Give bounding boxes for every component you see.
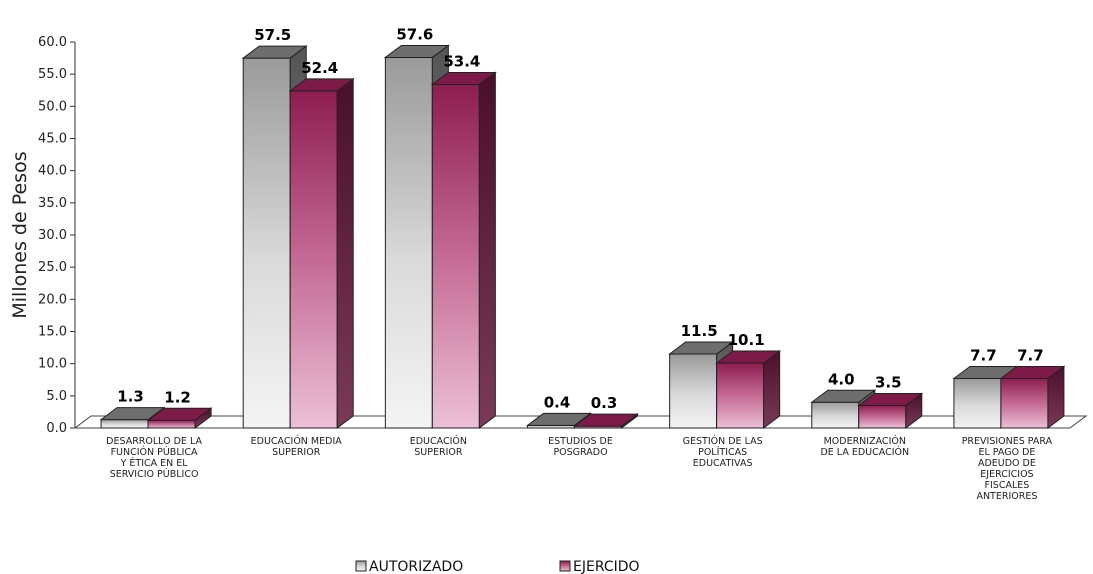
x-category-label-line: MODERNIZACIÓN — [824, 435, 906, 447]
bar-top — [241, 45, 308, 59]
x-category-label-line: GESTIÓN DE LAS — [683, 435, 763, 447]
y-tick-label: 30.0 — [38, 228, 67, 243]
bar-top — [383, 44, 450, 58]
legend: AUTORIZADO EJERCIDO — [355, 559, 640, 574]
data-label: 11.5 — [681, 322, 718, 340]
y-tick-label: 25.0 — [38, 260, 67, 275]
y-tick-label: 50.0 — [38, 99, 67, 114]
bar-top — [288, 78, 355, 92]
x-category-label: MODERNIZACIÓN DE LA EDUCACIÓN — [820, 435, 909, 458]
bar-autorizado — [242, 57, 291, 429]
x-category-label: EDUCACIÓN SUPERIOR — [410, 435, 467, 458]
x-category-label-line: SUPERIOR — [414, 447, 463, 458]
data-label: 53.4 — [443, 52, 480, 70]
x-category-label-line: DE LA EDUCACIÓN — [820, 446, 909, 458]
x-category-label-line: FUNCIÓN PÚBLICA — [111, 446, 198, 458]
data-label: 4.0 — [828, 370, 855, 388]
x-category-label-line: EDUCACIÓN MEDIA — [251, 435, 343, 447]
bar-top — [430, 71, 497, 85]
data-label: 1.2 — [164, 388, 191, 406]
y-axis-title: Millones de Pesos — [9, 151, 31, 318]
x-category-label-line: POSGRADO — [553, 447, 607, 458]
x-category-label-line: EDUCACIÓN — [410, 435, 467, 447]
bar-side — [763, 350, 781, 429]
data-label: 7.7 — [970, 346, 997, 364]
y-tick-label: 20.0 — [38, 292, 67, 307]
bar-top — [999, 365, 1066, 379]
data-label: 3.5 — [875, 373, 902, 391]
legend-swatch-ejercido — [559, 560, 571, 572]
labels-layer: 1.3 1.2 DESARROLLO DE LA FUNCIÓN PÚBLICA Y É… — [106, 25, 1052, 502]
x-category-label-line: ESTUDIOS DE — [548, 436, 613, 447]
x-category-label-line: ANTERIORES — [976, 491, 1037, 502]
y-tick-label: 0.0 — [46, 421, 67, 436]
bar-top — [810, 389, 877, 403]
x-category-label: PREVISIONES PARA EL PAGO DE ADEUDO DE EJERC… — [962, 436, 1053, 502]
bar-autorizado — [100, 419, 149, 429]
y-tick-label: 35.0 — [38, 196, 67, 211]
bar-top — [715, 350, 782, 364]
x-category-label-line: POLÍTICAS — [698, 446, 747, 458]
bar-autorizado — [669, 353, 718, 429]
bar-top — [573, 413, 639, 427]
y-tick-label: 55.0 — [38, 67, 67, 82]
data-label: 52.4 — [301, 59, 338, 77]
x-category-label: EDUCACIÓN MEDIA SUPERIOR — [251, 435, 343, 458]
x-category-label-line: ADEUDO DE — [978, 458, 1036, 469]
bar-ejercido — [147, 419, 196, 429]
bar-side — [336, 77, 354, 429]
x-category-label-line: PREVISIONES PARA — [962, 436, 1053, 447]
legend-swatch-autorizado — [355, 560, 367, 572]
x-category-label-line: SERVICIO PÚBLICO — [110, 468, 199, 480]
legend-label: EJERCIDO — [573, 559, 640, 574]
y-tick-label: 60.0 — [38, 35, 67, 50]
bar-autorizado — [384, 56, 433, 429]
x-category-label-line: Y ÉTICA EN EL — [120, 457, 189, 469]
x-category-label-line: SUPERIOR — [272, 447, 321, 458]
bar-top — [857, 392, 924, 406]
bar-autorizado — [811, 401, 860, 429]
data-label: 1.3 — [117, 388, 144, 406]
y-tick-label: 15.0 — [38, 325, 67, 340]
x-category-label-line: EL PAGO DE — [978, 447, 1035, 458]
data-label: 0.4 — [544, 393, 571, 411]
y-tick-label: 5.0 — [46, 389, 67, 404]
data-label: 57.5 — [254, 26, 291, 44]
data-label: 10.1 — [728, 331, 765, 349]
bar-autorizado — [953, 377, 1002, 429]
bar-ejercido — [431, 83, 480, 429]
bar-ejercido — [716, 362, 765, 429]
bars-layer — [99, 44, 1066, 429]
x-category-label-line: DESARROLLO DE LA — [106, 436, 202, 447]
y-tick-label: 40.0 — [38, 164, 67, 179]
x-category-label: ESTUDIOS DE POSGRADO — [548, 436, 613, 458]
bar-side — [478, 71, 496, 429]
bar-ejercido — [858, 404, 907, 429]
bar-ejercido — [289, 90, 338, 429]
data-label: 7.7 — [1017, 346, 1044, 364]
bar-top — [146, 407, 213, 421]
x-category-label: DESARROLLO DE LA FUNCIÓN PÚBLICA Y ÉTICA E… — [106, 436, 202, 480]
x-category-label-line: FISCALES — [985, 480, 1030, 491]
x-category-label-line: EDUCATIVAS — [693, 458, 753, 469]
y-tick-label: 45.0 — [38, 132, 67, 147]
x-category-label-line: EJERCICIOS — [980, 469, 1033, 480]
bar-top — [99, 407, 166, 421]
data-label: 0.3 — [591, 394, 618, 412]
x-category-label: GESTIÓN DE LAS POLÍTICAS EDUCATIVAS — [683, 435, 763, 469]
data-label: 57.6 — [396, 25, 433, 43]
bar-top — [668, 341, 735, 355]
y-tick-label: 10.0 — [38, 357, 67, 372]
axis-layer: 0.0 5.0 10.0 15.0 20.0 25.0 30.0 35.0 40.0 45.0 50… — [38, 35, 1088, 436]
bar-top — [526, 412, 592, 426]
bar-ejercido — [1000, 377, 1049, 429]
legend-label: AUTORIZADO — [369, 559, 463, 574]
